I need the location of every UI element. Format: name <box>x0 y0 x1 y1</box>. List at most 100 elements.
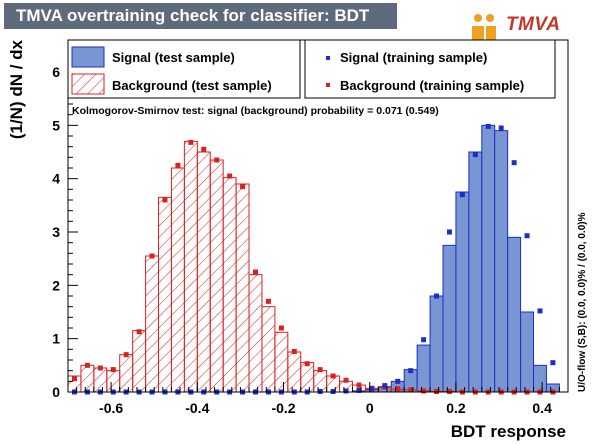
background-test-bin <box>248 274 263 393</box>
background-train-point <box>434 388 440 394</box>
background-test-bin <box>287 351 302 393</box>
background-test-bin <box>93 367 108 393</box>
signal-train-point <box>395 378 401 384</box>
signal-test-bin <box>416 344 431 393</box>
x-tick-label: -0.6 <box>99 400 123 416</box>
signal-test-bin <box>533 364 547 393</box>
x-tick-label: -0.2 <box>271 400 295 416</box>
signal-test-bin <box>507 236 522 393</box>
background-test-bin <box>145 255 160 393</box>
background-train-point <box>175 162 181 168</box>
background-test-bin <box>119 354 134 393</box>
background-train-point <box>84 362 90 368</box>
legend-label-signal-test: Signal (test sample) <box>112 50 235 65</box>
signal-test-bin <box>468 151 483 393</box>
signal-train-point <box>317 388 323 394</box>
background-train-point <box>162 197 168 203</box>
signal-test-bin <box>429 295 444 393</box>
background-train-point <box>71 376 77 382</box>
signal-train-point <box>459 192 465 198</box>
background-train-point <box>317 367 323 373</box>
x-axis-label: BDT response <box>451 422 566 441</box>
y-tick-label: 3 <box>52 224 60 240</box>
signal-test-bin <box>481 124 496 393</box>
y-tick-label: 5 <box>52 117 60 133</box>
signal-train-point <box>498 125 504 131</box>
legend-training: Signal (training sample) Background (tra… <box>304 39 556 99</box>
signal-train-point <box>511 160 517 166</box>
background-test-bin <box>158 196 172 393</box>
background-test-bin <box>235 183 250 393</box>
x-tick-label: -0.4 <box>185 400 209 416</box>
background-train-point <box>291 348 297 354</box>
signal-train-point <box>408 368 414 374</box>
y-tick-label: 4 <box>52 171 60 187</box>
signal-train-point <box>330 388 336 394</box>
legend-label-background-train: Background (training sample) <box>340 78 524 93</box>
legend-label-signal-train: Signal (training sample) <box>340 50 487 65</box>
tmva-logo: TMVA <box>468 8 564 44</box>
background-train-point <box>395 386 401 392</box>
background-train-point <box>446 388 452 394</box>
signal-train-point <box>550 360 556 366</box>
signal-train-point <box>343 388 349 394</box>
legend-marker-signal-train <box>326 56 330 60</box>
ks-annotation: Kolmogorov-Smirnov test: signal (backgro… <box>72 105 439 117</box>
signal-train-point <box>382 383 388 389</box>
signal-train-point <box>446 229 452 235</box>
background-train-point <box>408 387 414 393</box>
legend-marker-background-train <box>326 83 330 87</box>
legend-swatch-background-test <box>71 73 105 95</box>
background-train-point <box>356 382 362 388</box>
background-train-point <box>343 377 349 383</box>
background-test-bin <box>222 177 237 393</box>
legend: Signal (test sample) Background (test sa… <box>67 39 301 99</box>
signal-test-bin <box>494 130 509 393</box>
background-train-point <box>97 365 103 371</box>
background-train-point <box>136 329 142 335</box>
background-test-bin <box>106 370 121 393</box>
overflow-note: U/O-flow (S,B): (0.0, 0.0)% / (0.0, 0.0)… <box>577 212 588 392</box>
background-train-point <box>253 269 258 275</box>
signal-train-point <box>524 233 530 239</box>
y-tick-label: 0 <box>52 384 60 400</box>
background-train-point <box>330 373 336 379</box>
signal-train-point <box>356 387 362 393</box>
x-tick-label: 0.4 <box>532 400 552 416</box>
background-test-bin <box>274 331 289 393</box>
y-tick-label: 1 <box>52 331 60 347</box>
background-test-bin <box>132 330 147 393</box>
background-test-bin <box>313 370 328 393</box>
y-tick-label: 6 <box>52 64 60 80</box>
background-train-point <box>201 146 207 152</box>
signal-train-point <box>434 293 440 299</box>
signal-train-point <box>537 308 543 314</box>
legend-label-background-test: Background (test sample) <box>112 78 272 93</box>
background-test-bin <box>261 306 276 393</box>
background-train-point <box>123 352 129 358</box>
signal-train-point <box>472 152 478 158</box>
legend-swatch-signal-test <box>71 46 105 68</box>
background-train-point <box>421 388 427 394</box>
background-train-point <box>110 367 116 373</box>
background-train-point <box>265 298 271 304</box>
x-tick-label: 0 <box>366 400 374 416</box>
background-test-bin <box>170 167 185 393</box>
background-test-bin <box>196 151 211 393</box>
signal-test-bin <box>520 311 535 393</box>
background-train-point <box>278 325 284 331</box>
tmva-logo-icon <box>472 14 496 40</box>
window-title: TMVA overtraining check for classifier: … <box>4 3 397 29</box>
background-train-point <box>149 253 155 259</box>
background-train-point <box>240 184 246 190</box>
background-test-bin <box>183 140 198 393</box>
x-tick-label: 0.2 <box>446 400 466 416</box>
background-train-point <box>304 361 310 367</box>
y-tick-label: 2 <box>52 277 60 293</box>
tmva-logo-text: TMVA <box>506 14 561 35</box>
background-train-point <box>227 173 233 179</box>
y-axis-label: (1/N) dN / dx <box>7 39 26 139</box>
signal-train-point <box>421 337 427 343</box>
background-train-point <box>214 157 220 163</box>
